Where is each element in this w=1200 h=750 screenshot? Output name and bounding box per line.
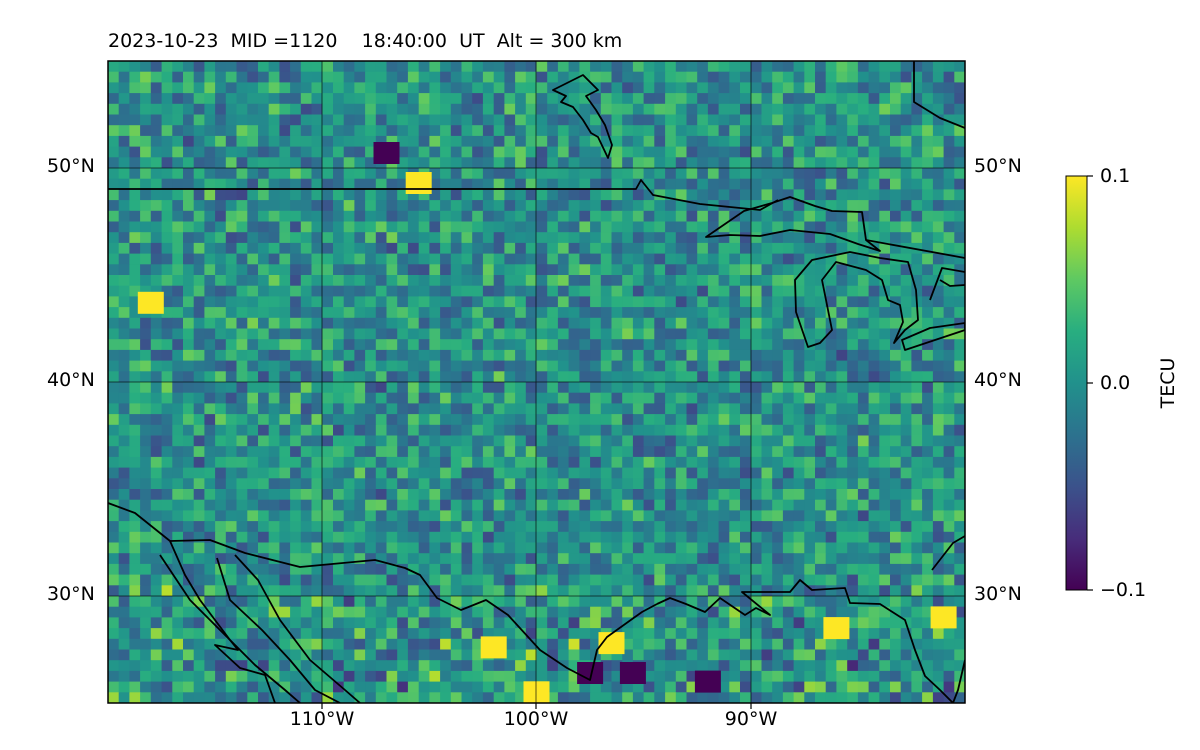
tec-anomaly-cell [823,617,850,640]
coastlines [108,61,965,703]
lat-label-40n-left: 40°N [47,369,95,391]
tec-anomalies [137,142,957,703]
us-mexico-border [169,539,658,681]
colorbar-label: TECU [1157,357,1179,409]
colorbar-tick-min: −0.1 [1100,579,1147,601]
tec-anomaly-cell [480,636,507,659]
florida-coast [931,535,965,703]
east-lakes [929,267,965,301]
lat-label-30n-right: 30°N [974,583,1022,605]
colorbar-tick-max: 0.1 [1100,165,1131,187]
tec-anomaly-cell [577,662,604,684]
pacific-coast [108,502,276,703]
lat-label-30n-left: 30°N [47,583,95,605]
lat-label-40n-right: 40°N [974,369,1022,391]
baja-california [216,557,341,703]
tec-anomaly-cell [405,172,432,194]
gridlines [108,61,965,703]
tec-anomaly-cell [137,291,164,314]
map-ticks [321,703,752,709]
us-canada-border [108,179,779,211]
colorbar [1065,175,1088,591]
lake-winnipeg [552,74,613,159]
tec-anomaly-cell [523,681,550,703]
tec-anomaly-cell [694,670,721,693]
hudson-bay-coast [913,61,965,129]
tec-anomaly-cell [598,632,625,655]
great-lakes-border [865,239,965,259]
pacific-coast-north [159,554,301,703]
lon-label-90w: 90°W [724,708,778,730]
lake-erie-ontario [901,322,965,351]
lon-label-110w: 110°W [289,708,355,730]
tec-heatmap [108,61,965,703]
colorbar-tick-zero: 0.0 [1100,372,1131,394]
lon-label-100w: 100°W [503,708,569,730]
gulf-coast [656,579,954,703]
lat-label-50n-right: 50°N [974,155,1022,177]
tec-anomaly-cell [930,606,957,629]
colorbar-ticks [1087,175,1093,591]
tec-anomaly-cell [373,142,400,164]
tec-anomaly-cell [619,662,646,684]
lake-michigan-huron [794,251,919,348]
gulf-of-california [234,554,361,703]
lat-label-50n-left: 50°N [47,155,95,177]
figure-title: 2023-10-23 MID =1120 18:40:00 UT Alt = 3… [108,30,623,52]
